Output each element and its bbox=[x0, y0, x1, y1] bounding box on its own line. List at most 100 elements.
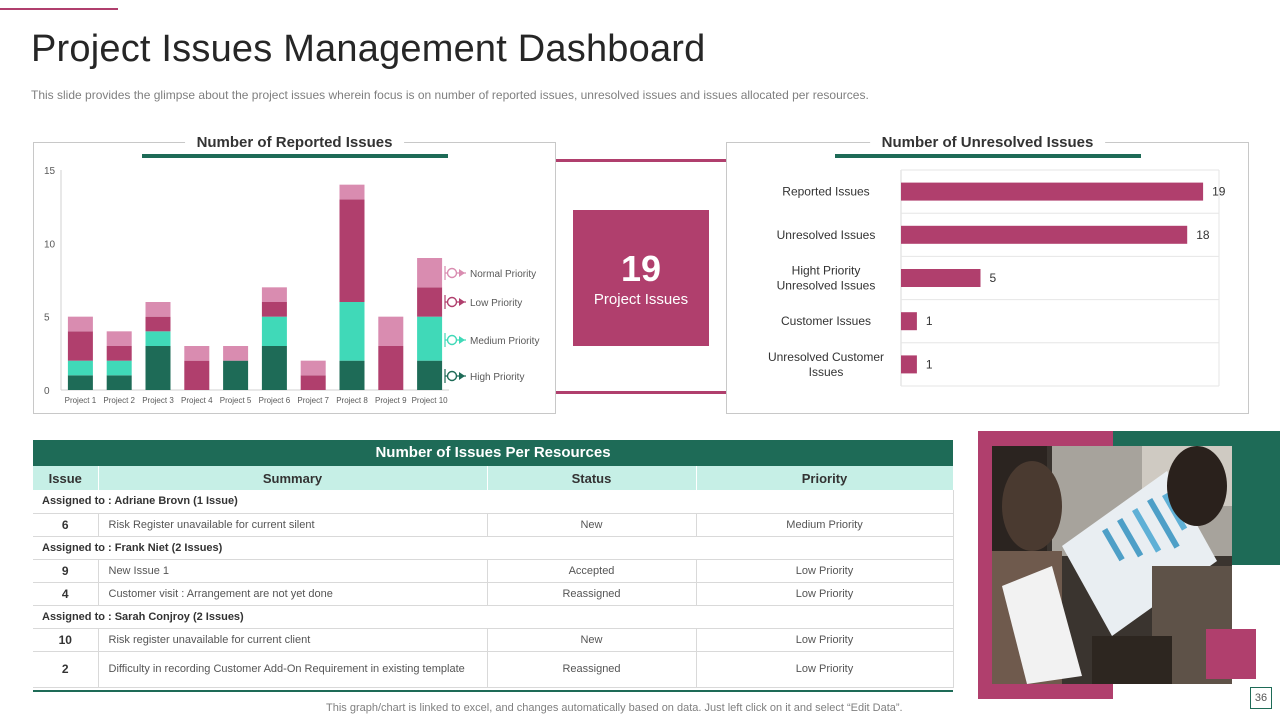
legend-marker bbox=[446, 267, 458, 279]
x-tick-label: Project 1 bbox=[65, 396, 97, 405]
bar-segment bbox=[145, 331, 171, 346]
data-label: 1 bbox=[926, 314, 933, 328]
bar-segment bbox=[339, 184, 365, 200]
legend-arrow bbox=[459, 372, 465, 380]
bar bbox=[901, 355, 917, 374]
category-label: Unresolved Issues bbox=[777, 228, 876, 242]
y-tick-label: 0 bbox=[44, 386, 50, 397]
issue-status: New bbox=[487, 628, 697, 652]
issue-priority: Low Priority bbox=[696, 651, 954, 688]
issue-status: Reassigned bbox=[487, 651, 697, 688]
col-header-status[interactable]: Status bbox=[487, 466, 697, 490]
issue-id: 4 bbox=[33, 582, 99, 606]
reported-issues-panel: Number of Reported Issues 0 5 10 15 Project … bbox=[33, 134, 557, 415]
bar-segment bbox=[106, 346, 132, 361]
bar bbox=[901, 225, 1188, 244]
data-label: 19 bbox=[1212, 185, 1226, 199]
table-row[interactable]: 10 Risk register unavailable for current… bbox=[33, 628, 954, 652]
bar-segment bbox=[145, 346, 171, 390]
issue-id: 6 bbox=[33, 513, 99, 537]
x-tick-label: Project 7 bbox=[297, 396, 329, 405]
bar-segment bbox=[223, 360, 249, 390]
connector-line bbox=[556, 391, 726, 394]
legend-label: Low Priority bbox=[470, 298, 522, 309]
page-number: 36 bbox=[1250, 687, 1272, 709]
bar-segment bbox=[417, 258, 443, 288]
bar-segment bbox=[106, 375, 132, 390]
group-label: Assigned to : Frank Niet (2 Issues) bbox=[33, 536, 954, 560]
x-tick-label: Project 10 bbox=[412, 396, 449, 405]
kpi-value: 19 bbox=[620, 248, 662, 289]
issue-priority: Low Priority bbox=[696, 628, 954, 652]
data-label: 1 bbox=[926, 357, 933, 371]
legend-marker bbox=[446, 296, 458, 308]
col-header-summary[interactable]: Summary bbox=[98, 466, 488, 490]
reported-issues-title: Number of Reported Issues bbox=[184, 134, 405, 151]
table-row[interactable]: 2 Difficulty in recording Customer Add-O… bbox=[33, 651, 954, 688]
bar-segment bbox=[223, 346, 249, 361]
footnote: This graph/chart is linked to excel, and… bbox=[326, 702, 903, 714]
issues-table: Issue Summary Status Priority Assigned t… bbox=[33, 466, 954, 688]
category-label: Customer Issues bbox=[781, 314, 871, 328]
issue-priority: Medium Priority bbox=[696, 513, 954, 537]
issue-priority: Low Priority bbox=[696, 582, 954, 606]
top-accent-line bbox=[0, 8, 118, 10]
legend-marker bbox=[446, 334, 458, 346]
table-row[interactable]: 4 Customer visit : Arrangement are not y… bbox=[33, 582, 954, 606]
decor-pink-square bbox=[1206, 629, 1256, 679]
bar-segment bbox=[261, 302, 287, 317]
legend-arrow bbox=[459, 269, 465, 277]
bar bbox=[901, 182, 1204, 201]
group-row: Assigned to : Frank Niet (2 Issues) bbox=[33, 536, 954, 560]
table-row[interactable]: 6 Risk Register unavailable for current … bbox=[33, 513, 954, 537]
decorative-photo-block bbox=[978, 431, 1280, 699]
issue-status: New bbox=[487, 513, 697, 537]
x-tick-label: Project 8 bbox=[336, 396, 368, 405]
col-header-priority[interactable]: Priority bbox=[696, 466, 954, 490]
bar bbox=[901, 269, 981, 287]
project-issues-kpi: 19 Project Issues bbox=[573, 210, 709, 346]
y-tick-label: 10 bbox=[44, 239, 56, 250]
page-subtitle: This slide provides the glimpse about th… bbox=[31, 88, 869, 102]
bar-segment bbox=[417, 360, 443, 390]
bar-segment bbox=[339, 199, 365, 302]
x-tick-label: Project 4 bbox=[181, 396, 213, 405]
data-label: 18 bbox=[1196, 228, 1210, 242]
x-tick-label: Project 3 bbox=[142, 396, 174, 405]
bar-segment bbox=[145, 302, 171, 317]
issues-per-resources-table: Number of Issues Per Resources Issue Sum… bbox=[33, 440, 954, 692]
bar-segment bbox=[67, 316, 93, 332]
unresolved-issues-chart[interactable]: 19 Reported Issues 18 Unresolved Issues 5 Hig… bbox=[727, 143, 1250, 415]
x-tick-label: Project 6 bbox=[259, 396, 291, 405]
issue-summary: Difficulty in recording Customer Add-On … bbox=[98, 651, 488, 688]
page-title: Project Issues Management Dashboard bbox=[31, 28, 706, 70]
issue-summary: New Issue 1 bbox=[98, 559, 488, 583]
bar-segment bbox=[67, 360, 93, 376]
bar-segment bbox=[67, 375, 93, 390]
bar-segment bbox=[261, 287, 287, 302]
kpi-label: Project Issues bbox=[593, 291, 689, 308]
bar-segment bbox=[300, 360, 326, 376]
bar-segment bbox=[261, 346, 287, 390]
issue-id: 2 bbox=[33, 651, 99, 688]
bar-segment bbox=[184, 346, 210, 361]
x-tick-label: Project 9 bbox=[375, 396, 407, 405]
y-tick-label: 5 bbox=[44, 313, 50, 324]
table-title: Number of Issues Per Resources bbox=[33, 440, 953, 466]
category-label: Unresolved Customer Issues bbox=[768, 350, 884, 379]
bar-segment bbox=[106, 360, 132, 376]
bar-segment bbox=[184, 360, 210, 390]
x-tick-label: Project 2 bbox=[103, 396, 135, 405]
unresolved-issues-title: Number of Unresolved Issues bbox=[869, 134, 1106, 151]
bar-segment bbox=[145, 316, 171, 332]
table-row[interactable]: 9 New Issue 1 Accepted Low Priority bbox=[33, 559, 954, 583]
reported-issues-chart[interactable]: 0 5 10 15 Project 1 Project 2 Project 3 Project… bbox=[34, 143, 557, 415]
col-header-issue[interactable]: Issue bbox=[33, 466, 99, 490]
issue-priority: Low Priority bbox=[696, 559, 954, 583]
bar-segment bbox=[67, 331, 93, 361]
legend-arrow bbox=[459, 336, 465, 344]
unresolved-issues-panel: Number of Unresolved Issues 19 Reported I… bbox=[726, 134, 1250, 415]
issue-summary: Customer visit : Arrangement are not yet… bbox=[98, 582, 488, 606]
issue-status: Reassigned bbox=[487, 582, 697, 606]
y-tick-label: 15 bbox=[44, 166, 56, 177]
